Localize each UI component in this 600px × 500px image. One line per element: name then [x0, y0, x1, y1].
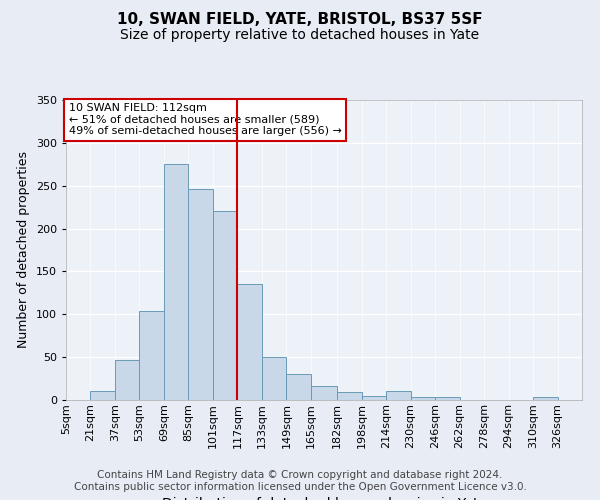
- Bar: [311, 386, 337, 400]
- Bar: [337, 392, 362, 400]
- Bar: [115, 360, 139, 400]
- Text: Size of property relative to detached houses in Yate: Size of property relative to detached ho…: [121, 28, 479, 42]
- Bar: [164, 164, 188, 400]
- Text: Contains public sector information licensed under the Open Government Licence v3: Contains public sector information licen…: [74, 482, 526, 492]
- Text: Contains HM Land Registry data © Crown copyright and database right 2024.: Contains HM Land Registry data © Crown c…: [97, 470, 503, 480]
- Bar: [91, 392, 115, 400]
- Bar: [188, 189, 213, 400]
- Bar: [262, 357, 286, 400]
- Y-axis label: Number of detached properties: Number of detached properties: [17, 152, 30, 348]
- Bar: [362, 396, 386, 400]
- Bar: [410, 398, 435, 400]
- Bar: [386, 390, 410, 400]
- Bar: [533, 396, 557, 400]
- Text: 10, SWAN FIELD, YATE, BRISTOL, BS37 5SF: 10, SWAN FIELD, YATE, BRISTOL, BS37 5SF: [117, 12, 483, 28]
- Bar: [213, 212, 238, 400]
- Bar: [286, 374, 311, 400]
- Text: 10 SWAN FIELD: 112sqm
← 51% of detached houses are smaller (589)
49% of semi-det: 10 SWAN FIELD: 112sqm ← 51% of detached …: [68, 103, 341, 136]
- X-axis label: Distribution of detached houses by size in Yate: Distribution of detached houses by size …: [161, 496, 487, 500]
- Bar: [435, 398, 460, 400]
- Bar: [139, 311, 164, 400]
- Bar: [238, 284, 262, 400]
